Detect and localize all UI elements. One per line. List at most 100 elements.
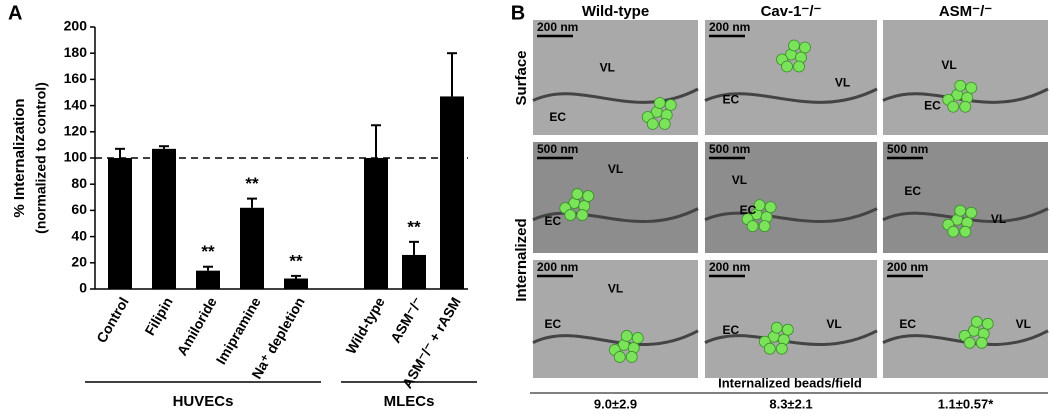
region-label: EC	[899, 317, 916, 331]
panel-label: A	[8, 2, 22, 24]
bead	[576, 209, 589, 221]
y-tick-label: 160	[64, 70, 88, 86]
y-tick-label: 40	[71, 227, 87, 243]
y-tick-label: 20	[71, 254, 87, 270]
bead	[781, 323, 794, 336]
membrane	[704, 87, 878, 104]
x-tick-label: Amiloride	[174, 294, 220, 358]
bead	[664, 99, 677, 111]
bar	[284, 278, 308, 289]
bar	[440, 96, 464, 290]
bead	[582, 190, 595, 202]
region-label: EC	[544, 317, 561, 331]
y-tick-label: 60	[71, 201, 87, 217]
bead	[788, 39, 800, 52]
column-header: ASM⁻/⁻	[939, 3, 992, 20]
bead	[653, 97, 666, 109]
micrograph: 200 nm VL EC	[532, 260, 699, 378]
region-label: EC	[544, 214, 561, 228]
micrograph-image	[883, 260, 1048, 378]
x-tick-label: ASM⁻/⁻	[387, 294, 426, 345]
micrograph-image	[705, 260, 877, 378]
row-label: Internalized	[513, 218, 530, 301]
bead	[965, 206, 978, 219]
bead	[746, 220, 759, 233]
bead	[954, 79, 967, 92]
bead	[947, 100, 960, 113]
bead	[763, 342, 776, 355]
bead	[775, 342, 788, 355]
micrograph-image	[883, 20, 1048, 135]
membrane	[532, 329, 699, 346]
bead	[758, 220, 771, 233]
bead	[646, 118, 659, 130]
footer-value: 8.3±2.1	[769, 396, 812, 411]
x-tick-label: Control	[93, 294, 132, 345]
micrograph: 200 nm VL EC	[704, 20, 878, 135]
group-label: MLECs	[384, 393, 435, 410]
bead	[571, 188, 584, 200]
y-axis-title: % Internalization	[11, 98, 28, 217]
y-tick-label: 200	[64, 18, 88, 34]
row-label: Surface	[513, 50, 530, 105]
region-label: VL	[1016, 317, 1031, 331]
significance: **	[201, 242, 215, 261]
bead	[770, 321, 783, 334]
bead	[620, 330, 633, 342]
micrograph: 200 nm VL EC	[882, 260, 1049, 378]
y-tick-label: 0	[79, 280, 87, 296]
y-tick-label: 120	[64, 123, 88, 139]
region-label: VL	[732, 173, 747, 187]
region-label: VL	[826, 317, 841, 331]
bead	[631, 332, 644, 344]
micrograph: 500 nm VL EC	[882, 142, 1049, 253]
membrane	[704, 207, 878, 223]
bead	[963, 336, 976, 349]
bar	[152, 148, 176, 289]
bead	[965, 81, 978, 94]
y-tick-label: 140	[64, 96, 88, 112]
region-label: EC	[549, 110, 566, 124]
scale-label: 200 nm	[709, 20, 750, 34]
region-label: EC	[722, 323, 739, 337]
region-label: VL	[608, 282, 623, 296]
region-label: VL	[835, 75, 850, 89]
scale-label: 500 nm	[709, 142, 750, 156]
region-label: VL	[941, 58, 956, 72]
bead	[613, 351, 626, 363]
region-label: EC	[722, 93, 739, 107]
y-tick-label: 80	[71, 175, 87, 191]
bead	[954, 204, 967, 217]
bar	[108, 158, 132, 289]
bead	[764, 201, 777, 214]
column-header: Wild-type	[582, 3, 649, 20]
membrane	[532, 207, 699, 223]
scale-label: 500 nm	[887, 142, 928, 156]
region-label: EC	[924, 98, 941, 112]
bead	[781, 60, 793, 73]
micrograph-image	[705, 20, 877, 135]
scale-label: 500 nm	[537, 142, 578, 156]
footer-title: Internalized beads/field	[718, 375, 862, 390]
x-tick-label: Imipramine	[213, 294, 264, 367]
panel-label: B	[511, 2, 525, 24]
y-axis-title: (normalized to control)	[33, 82, 49, 234]
micrograph: 500 nm VL EC	[532, 142, 699, 253]
micrograph-image	[705, 142, 877, 253]
micrograph: 200 nm VL EC	[532, 20, 699, 135]
bead	[959, 100, 972, 113]
bead	[799, 41, 811, 54]
micrograph: 200 nm VL EC	[704, 260, 878, 378]
region-label: VL	[991, 212, 1006, 226]
bar	[240, 207, 264, 289]
group-label: HUVECs	[173, 393, 234, 410]
footer-value: 1.1±0.57*	[938, 396, 995, 411]
bead	[625, 351, 638, 363]
bead	[793, 60, 805, 73]
region-label: EC	[740, 203, 757, 217]
region-label: EC	[904, 184, 921, 198]
bead	[970, 315, 983, 328]
y-tick-label: 100	[64, 149, 88, 165]
x-tick-label: Filipin	[141, 294, 175, 338]
column-header: Cav-1⁻/⁻	[761, 3, 822, 20]
